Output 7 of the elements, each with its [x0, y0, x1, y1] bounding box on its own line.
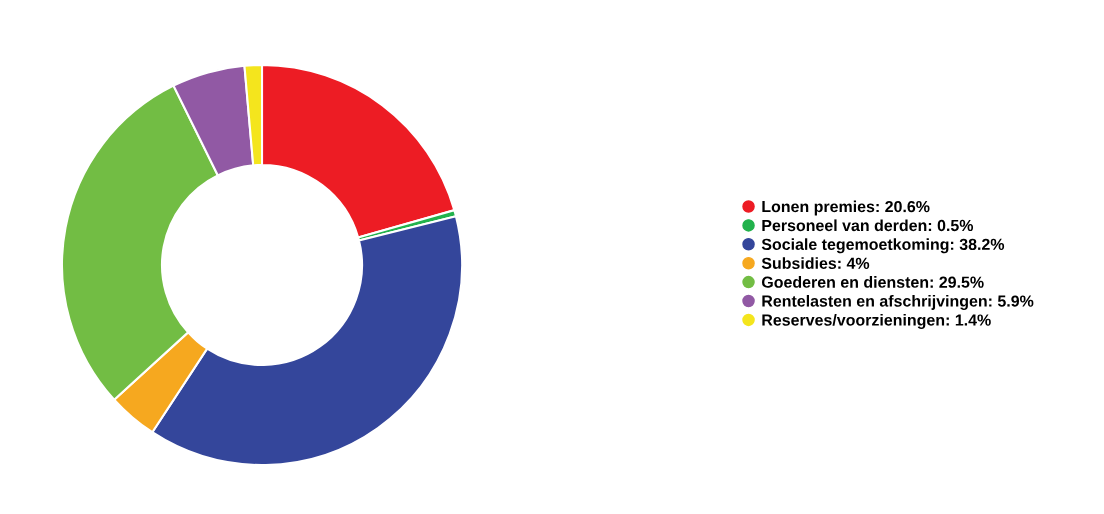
- legend-label: Subsidies: 4%: [761, 257, 870, 269]
- legend-label: Lonen premies: 20.6%: [762, 200, 930, 216]
- legend-label: Personeel van derden: 0.5%: [762, 219, 974, 232]
- legend-label: Goederen en diensten: 29.5%: [761, 276, 984, 288]
- legend-label: Rentelasten en afschrijvingen: 5.9%: [762, 294, 1034, 310]
- legend-label: Sociale tegemoetkoming: 38.2%: [761, 238, 1005, 254]
- legend-label: Reserves/voorzieningen: 1.4%: [762, 313, 991, 329]
